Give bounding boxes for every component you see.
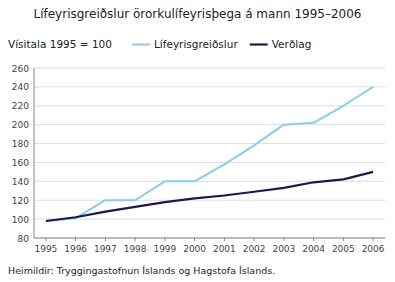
y-tick-label: 200 xyxy=(12,120,29,130)
y-tick-label: 140 xyxy=(12,177,29,187)
y-tick-label: 260 xyxy=(12,64,29,74)
y-tick-label: 80 xyxy=(18,234,30,244)
legend: Lífeyrisgreiðslur Verðlag xyxy=(132,38,311,50)
grid-line xyxy=(34,68,385,69)
line-series xyxy=(46,172,373,221)
x-tick-label: 2005 xyxy=(332,244,355,254)
x-tick-label: 2003 xyxy=(272,244,295,254)
x-tick-label: 1997 xyxy=(94,244,117,254)
x-tick-label: 1998 xyxy=(124,244,147,254)
grid-line xyxy=(34,162,385,163)
x-tick-label: 2006 xyxy=(362,244,385,254)
grid xyxy=(34,68,385,238)
y-tick-label: 100 xyxy=(12,215,29,225)
footer: Heimildir: Tryggingastofnun Íslands og H… xyxy=(8,265,275,276)
x-tick-label: 1996 xyxy=(64,244,87,254)
y-axis xyxy=(34,68,35,238)
x-tick-label: 1999 xyxy=(153,244,176,254)
grid-line xyxy=(34,238,385,239)
y-tick-label: 220 xyxy=(12,101,29,111)
x-tick-label: 2000 xyxy=(183,244,206,254)
y-tick-label: 160 xyxy=(12,158,29,168)
grid-line xyxy=(34,219,385,220)
y-tick-label: 240 xyxy=(12,82,29,92)
x-axis xyxy=(34,238,385,239)
subtitle: Vísitala 1995 = 100 xyxy=(8,38,112,50)
chart: Lífeyrisgreiðslur örorkulífeyrisþega á m… xyxy=(0,0,395,282)
line-series xyxy=(46,87,373,221)
legend-swatch xyxy=(250,43,268,45)
legend-label: Lífeyrisgreiðslur xyxy=(154,38,238,50)
grid-line xyxy=(34,143,385,144)
title: Lífeyrisgreiðslur örorkulífeyrisþega á m… xyxy=(33,7,361,21)
grid-line xyxy=(34,86,385,87)
grid-line xyxy=(34,105,385,106)
x-tick-label: 2004 xyxy=(302,244,325,254)
y-tick-label: 120 xyxy=(12,196,29,206)
x-tick-label: 1995 xyxy=(34,244,57,254)
y-tick-label: 180 xyxy=(12,139,29,149)
grid-line xyxy=(34,124,385,125)
x-tick-label: 2002 xyxy=(243,244,266,254)
plot-area xyxy=(46,87,373,221)
legend-label: Verðlag xyxy=(272,38,312,50)
legend-swatch xyxy=(132,44,150,46)
x-tick-label: 2001 xyxy=(213,244,236,254)
grid-line xyxy=(34,200,385,201)
